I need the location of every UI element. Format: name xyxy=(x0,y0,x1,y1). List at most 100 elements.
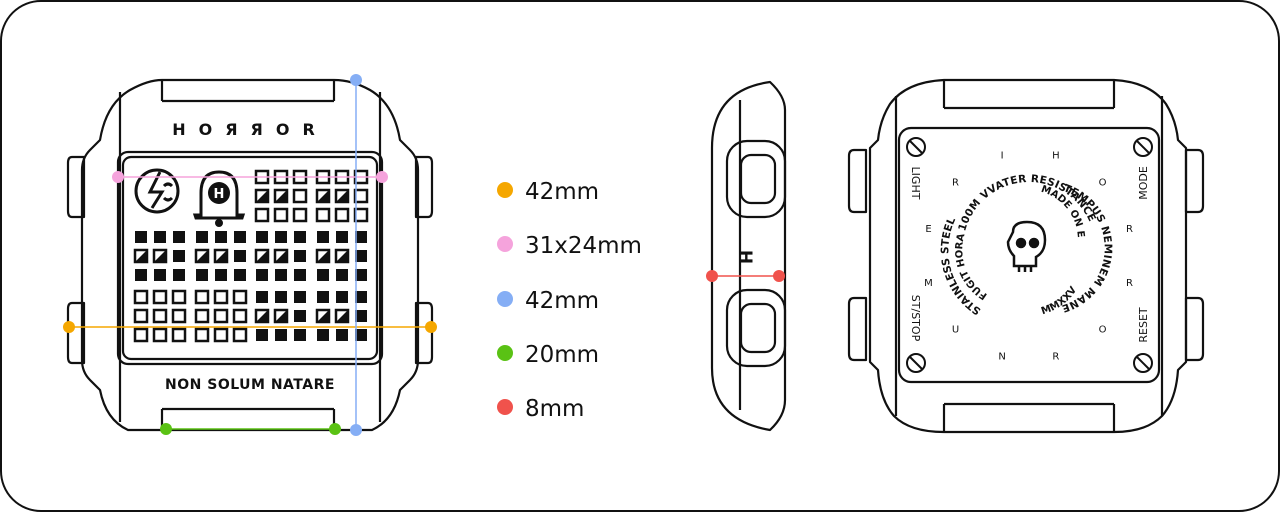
display-segment xyxy=(173,231,185,243)
display-segment xyxy=(317,329,329,341)
legend-item-1: 42mm xyxy=(497,179,599,205)
display-segment-diagonal xyxy=(215,250,227,262)
display-segment xyxy=(294,250,306,262)
display-segment xyxy=(275,231,287,243)
display-segment-diagonal xyxy=(336,250,348,262)
display-segment-diagonal xyxy=(317,310,329,322)
measure-dot-pink-right xyxy=(376,171,388,183)
display-segment xyxy=(294,329,306,341)
ring-letter: O xyxy=(1099,325,1107,336)
legend: 42mm 31x24mm 42mm 20mm 8mm xyxy=(497,179,642,422)
display-segment xyxy=(275,291,287,303)
display-segment xyxy=(355,269,367,281)
display-segment-diagonal xyxy=(256,190,268,202)
display-segment xyxy=(133,289,149,305)
legend-label-2: 31x24mm xyxy=(525,233,642,259)
side-measure xyxy=(706,270,785,282)
legend-swatch-2 xyxy=(497,236,513,252)
display-segment xyxy=(194,308,210,324)
display-segment xyxy=(336,269,348,281)
measure-dot-blue-top xyxy=(350,74,362,86)
display-segment xyxy=(336,329,348,341)
display-segment xyxy=(196,231,208,243)
display-segment xyxy=(196,269,208,281)
display-segment xyxy=(135,231,147,243)
display-segment xyxy=(173,250,185,262)
measure-dot-green-right xyxy=(329,423,341,435)
legend-label-1: 42mm xyxy=(525,179,599,205)
display-segment-diagonal xyxy=(275,190,287,202)
skull-icon xyxy=(1006,220,1047,272)
back-view xyxy=(847,78,1205,434)
legend-swatch-4 xyxy=(497,345,513,361)
measure-dot-blue-bottom xyxy=(350,424,362,436)
display-segment xyxy=(256,269,268,281)
ring-letter: R xyxy=(1052,352,1059,363)
display-segment-diagonal xyxy=(135,250,147,262)
ring-letter: O xyxy=(1099,178,1107,189)
legend-label-3: 42mm xyxy=(525,288,599,314)
display-segment xyxy=(317,291,329,303)
display-segment xyxy=(294,310,306,322)
display-segment xyxy=(194,327,210,343)
ring-letter: M xyxy=(924,278,933,289)
display-segment-diagonal xyxy=(256,250,268,262)
display-segment-diagonal xyxy=(256,310,268,322)
display-segment-diagonal xyxy=(336,190,348,202)
display-segment xyxy=(152,327,168,343)
display-segment xyxy=(171,289,187,305)
display-segment xyxy=(232,308,248,324)
legend-item-3: 42mm xyxy=(497,288,599,314)
measure-dot-orange-left xyxy=(63,321,75,333)
display-segment xyxy=(173,269,185,281)
side-view xyxy=(710,80,787,432)
back-label-ststop: ST/STOP xyxy=(909,295,922,342)
display-segment xyxy=(256,329,268,341)
ring-letter: R xyxy=(1126,278,1133,289)
display-segment xyxy=(135,269,147,281)
ring-letter: E xyxy=(925,224,931,235)
back-label-reset: RESET xyxy=(1137,307,1150,343)
display-segment xyxy=(215,269,227,281)
display-segment xyxy=(213,327,229,343)
legend-item-5: 8mm xyxy=(497,396,584,422)
sleep-face-icon xyxy=(134,168,180,214)
back-label-mode: MODE xyxy=(1137,166,1150,200)
back-ring-letters: I H O R R O R N U M E R xyxy=(924,151,1133,363)
display-segment xyxy=(317,269,329,281)
display-segment xyxy=(171,308,187,324)
ring-letter: I xyxy=(1001,151,1004,162)
ring-letter: R xyxy=(1126,224,1133,235)
display-segment xyxy=(154,231,166,243)
front-display-segments xyxy=(133,169,369,343)
display-segment xyxy=(133,327,149,343)
legend-label-4: 20mm xyxy=(525,342,599,368)
display-segment-diagonal xyxy=(196,250,208,262)
display-segment xyxy=(232,327,248,343)
legend-swatch-1 xyxy=(497,182,513,198)
display-segment xyxy=(154,269,166,281)
ring-letter: N xyxy=(998,352,1005,363)
ring-letter: H xyxy=(1052,151,1060,162)
ring-letter: R xyxy=(952,178,959,189)
measure-dot-pink-left xyxy=(112,171,124,183)
display-segment xyxy=(353,188,369,204)
display-segment xyxy=(234,269,246,281)
back-screws xyxy=(906,137,1153,373)
back-label-light: LIGHT xyxy=(909,167,922,200)
display-segment xyxy=(294,291,306,303)
display-segment xyxy=(254,207,270,223)
front-measure-lines xyxy=(63,74,437,436)
front-brand: HOЯЯOR xyxy=(172,120,328,139)
display-segment xyxy=(215,231,227,243)
display-segment xyxy=(213,289,229,305)
front-view xyxy=(66,78,434,432)
display-segment-diagonal xyxy=(154,250,166,262)
display-segment-diagonal xyxy=(336,310,348,322)
display-segment xyxy=(315,207,331,223)
display-segment xyxy=(355,231,367,243)
display-segment xyxy=(355,329,367,341)
display-segment xyxy=(355,250,367,262)
